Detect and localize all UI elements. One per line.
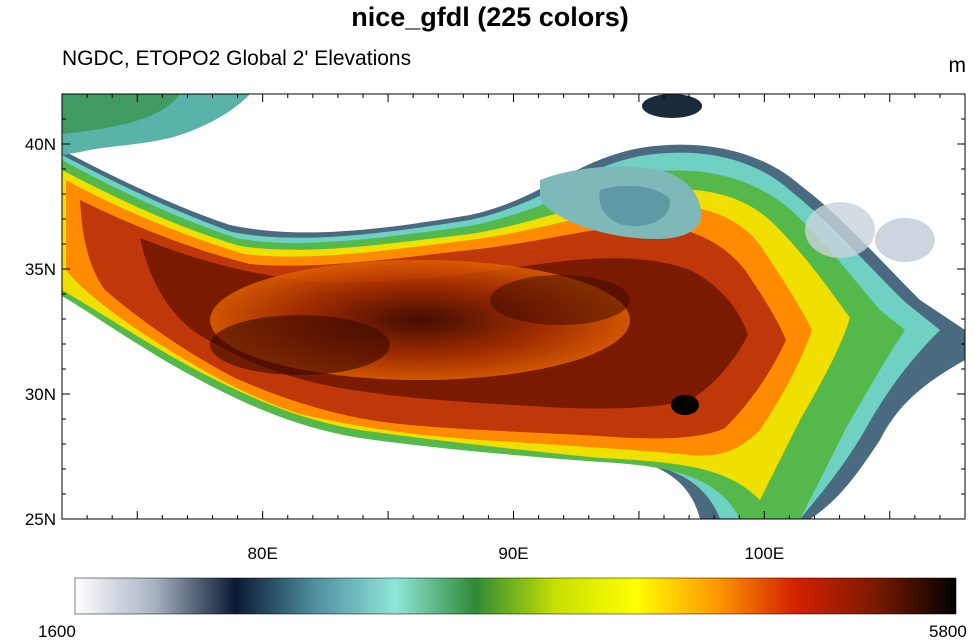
colorbar-min-label: 1600: [38, 622, 76, 641]
lon-tick-label: 90E: [498, 544, 528, 563]
lat-tick-label: 40N: [25, 135, 56, 154]
colorbar: [74, 577, 957, 615]
map-axes: 80E 90E 100E 40N 35N 30N 25N: [25, 93, 966, 563]
figure-subtitle: NGDC, ETOPO2 Global 2' Elevations: [62, 47, 412, 70]
lat-tick-label: 25N: [25, 510, 56, 529]
lon-tick-label: 100E: [744, 544, 784, 563]
lon-tick-label: 80E: [248, 544, 278, 563]
elevation-map: [62, 94, 965, 519]
lat-tick-label: 35N: [25, 260, 56, 279]
figure-title: nice_gfdl (225 colors): [351, 2, 629, 32]
lat-tick-label: 30N: [25, 385, 56, 404]
units-label: m: [948, 54, 967, 77]
colorbar-max-label: 5800: [929, 622, 967, 641]
